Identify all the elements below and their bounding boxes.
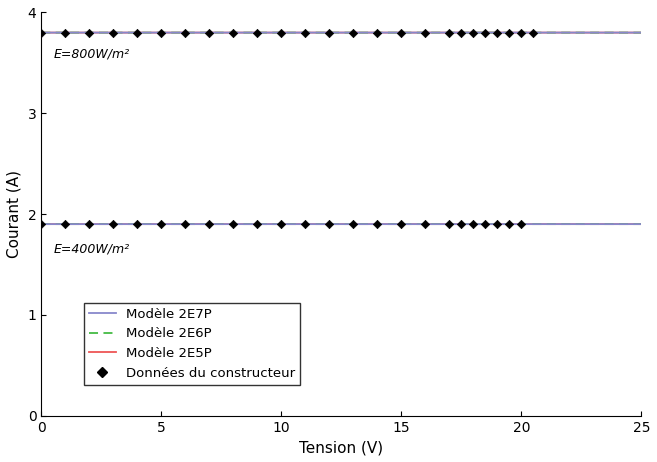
Point bbox=[228, 29, 238, 36]
Point bbox=[504, 220, 514, 228]
Point bbox=[468, 29, 478, 36]
X-axis label: Tension (V): Tension (V) bbox=[299, 440, 383, 455]
Point bbox=[252, 29, 263, 36]
Point bbox=[420, 220, 430, 228]
Point bbox=[252, 220, 263, 228]
Point bbox=[204, 29, 215, 36]
Point bbox=[516, 29, 526, 36]
Point bbox=[300, 220, 311, 228]
Point bbox=[84, 220, 95, 228]
Point bbox=[504, 29, 514, 36]
Point bbox=[180, 220, 191, 228]
Point bbox=[276, 220, 286, 228]
Point bbox=[60, 220, 70, 228]
Point bbox=[36, 220, 47, 228]
Point bbox=[276, 29, 286, 36]
Point bbox=[324, 29, 334, 36]
Point bbox=[132, 29, 143, 36]
Point bbox=[528, 29, 539, 36]
Point bbox=[480, 29, 491, 36]
Point bbox=[180, 29, 191, 36]
Point bbox=[108, 29, 118, 36]
Point bbox=[324, 220, 334, 228]
Point bbox=[372, 29, 382, 36]
Point bbox=[396, 29, 407, 36]
Point bbox=[156, 220, 166, 228]
Legend: Modèle 2E7P, Modèle 2E6P, Modèle 2E5P, Données du constructeur: Modèle 2E7P, Modèle 2E6P, Modèle 2E5P, D… bbox=[84, 303, 300, 385]
Point bbox=[420, 29, 430, 36]
Point bbox=[444, 220, 455, 228]
Point bbox=[468, 220, 478, 228]
Text: E=800W/m²: E=800W/m² bbox=[53, 48, 129, 61]
Point bbox=[36, 29, 47, 36]
Point bbox=[228, 220, 238, 228]
Point bbox=[156, 29, 166, 36]
Point bbox=[204, 220, 215, 228]
Point bbox=[348, 220, 359, 228]
Point bbox=[132, 220, 143, 228]
Point bbox=[108, 220, 118, 228]
Point bbox=[444, 29, 455, 36]
Text: E=400W/m²: E=400W/m² bbox=[53, 243, 129, 255]
Point bbox=[300, 29, 311, 36]
Y-axis label: Courant (A): Courant (A) bbox=[7, 170, 22, 258]
Point bbox=[516, 220, 526, 228]
Point bbox=[456, 29, 466, 36]
Point bbox=[480, 220, 491, 228]
Point bbox=[492, 220, 503, 228]
Point bbox=[456, 220, 466, 228]
Point bbox=[84, 29, 95, 36]
Point bbox=[492, 29, 503, 36]
Point bbox=[60, 29, 70, 36]
Point bbox=[396, 220, 407, 228]
Point bbox=[372, 220, 382, 228]
Point bbox=[348, 29, 359, 36]
